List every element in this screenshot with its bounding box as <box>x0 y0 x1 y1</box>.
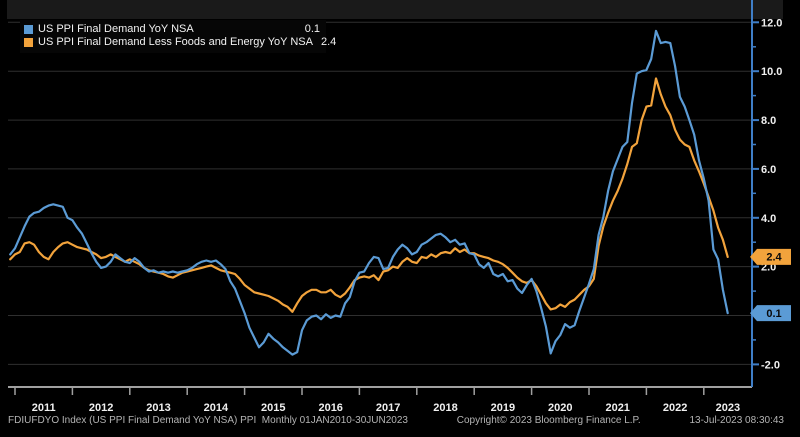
y-axis-label: 12.0 <box>761 17 782 29</box>
legend-item-ppi-core[interactable]: US PPI Final Demand Less Foods and Energ… <box>24 36 336 49</box>
y-axis-label: 10.0 <box>761 66 782 78</box>
x-axis-year-label: 2017 <box>376 402 400 414</box>
last-value-badge-text: 0.1 <box>766 308 781 320</box>
x-axis-year-label: 2013 <box>146 402 170 414</box>
x-axis-year-label: 2015 <box>261 402 285 414</box>
x-axis-year-label: 2012 <box>89 402 113 414</box>
window-top-strip <box>7 0 783 19</box>
copyright-text: Copyright© 2023 Bloomberg Finance L.P. <box>456 415 641 426</box>
legend-swatch-orange-icon <box>24 38 33 47</box>
ppi-final-demand-line <box>9 29 729 356</box>
x-axis-year-label: 2022 <box>663 402 687 414</box>
ppi-core-line <box>9 77 729 313</box>
legend-item-label: US PPI Final Demand Less Foods and Energ… <box>38 36 313 48</box>
last-value-badge-headline <box>750 305 791 322</box>
last-value-badge-text: 2.4 <box>766 252 782 264</box>
y-axis-label: 6.0 <box>761 164 776 176</box>
y-axis-label: 8.0 <box>761 115 776 127</box>
legend-item-label: US PPI Final Demand YoY NSA <box>38 23 194 35</box>
x-axis-year-label: 2019 <box>491 402 515 414</box>
last-value-badge-core <box>750 248 791 265</box>
y-axis-label: -2.0 <box>761 359 780 371</box>
chart-legend: US PPI Final Demand YoY NSA 0.1 US PPI F… <box>20 20 336 53</box>
x-axis-year-label: 2020 <box>548 402 572 414</box>
x-axis-year-label: 2023 <box>716 402 740 414</box>
ticker-info-text: FDIUFDYO Index (US PPI Final Demand YoY … <box>8 415 408 426</box>
x-axis-year-label: 2018 <box>433 402 457 414</box>
x-axis-year-label: 2011 <box>32 402 56 414</box>
legend-swatch-blue-icon <box>24 25 33 34</box>
y-axis-label: 4.0 <box>761 213 776 225</box>
x-axis-year-label: 2016 <box>318 402 342 414</box>
status-bar: FDIUFDYO Index (US PPI Final Demand YoY … <box>8 415 784 426</box>
legend-item-value: 0.1 <box>304 23 320 35</box>
legend-item-ppi-final-demand[interactable]: US PPI Final Demand YoY NSA 0.1 <box>24 23 320 36</box>
x-axis-year-label: 2014 <box>204 402 229 414</box>
x-axis-year-label: 2021 <box>605 402 629 414</box>
legend-item-value: 2.4 <box>320 36 337 48</box>
timestamp-text: 13-Jul-2023 08:30:43 <box>689 415 784 426</box>
